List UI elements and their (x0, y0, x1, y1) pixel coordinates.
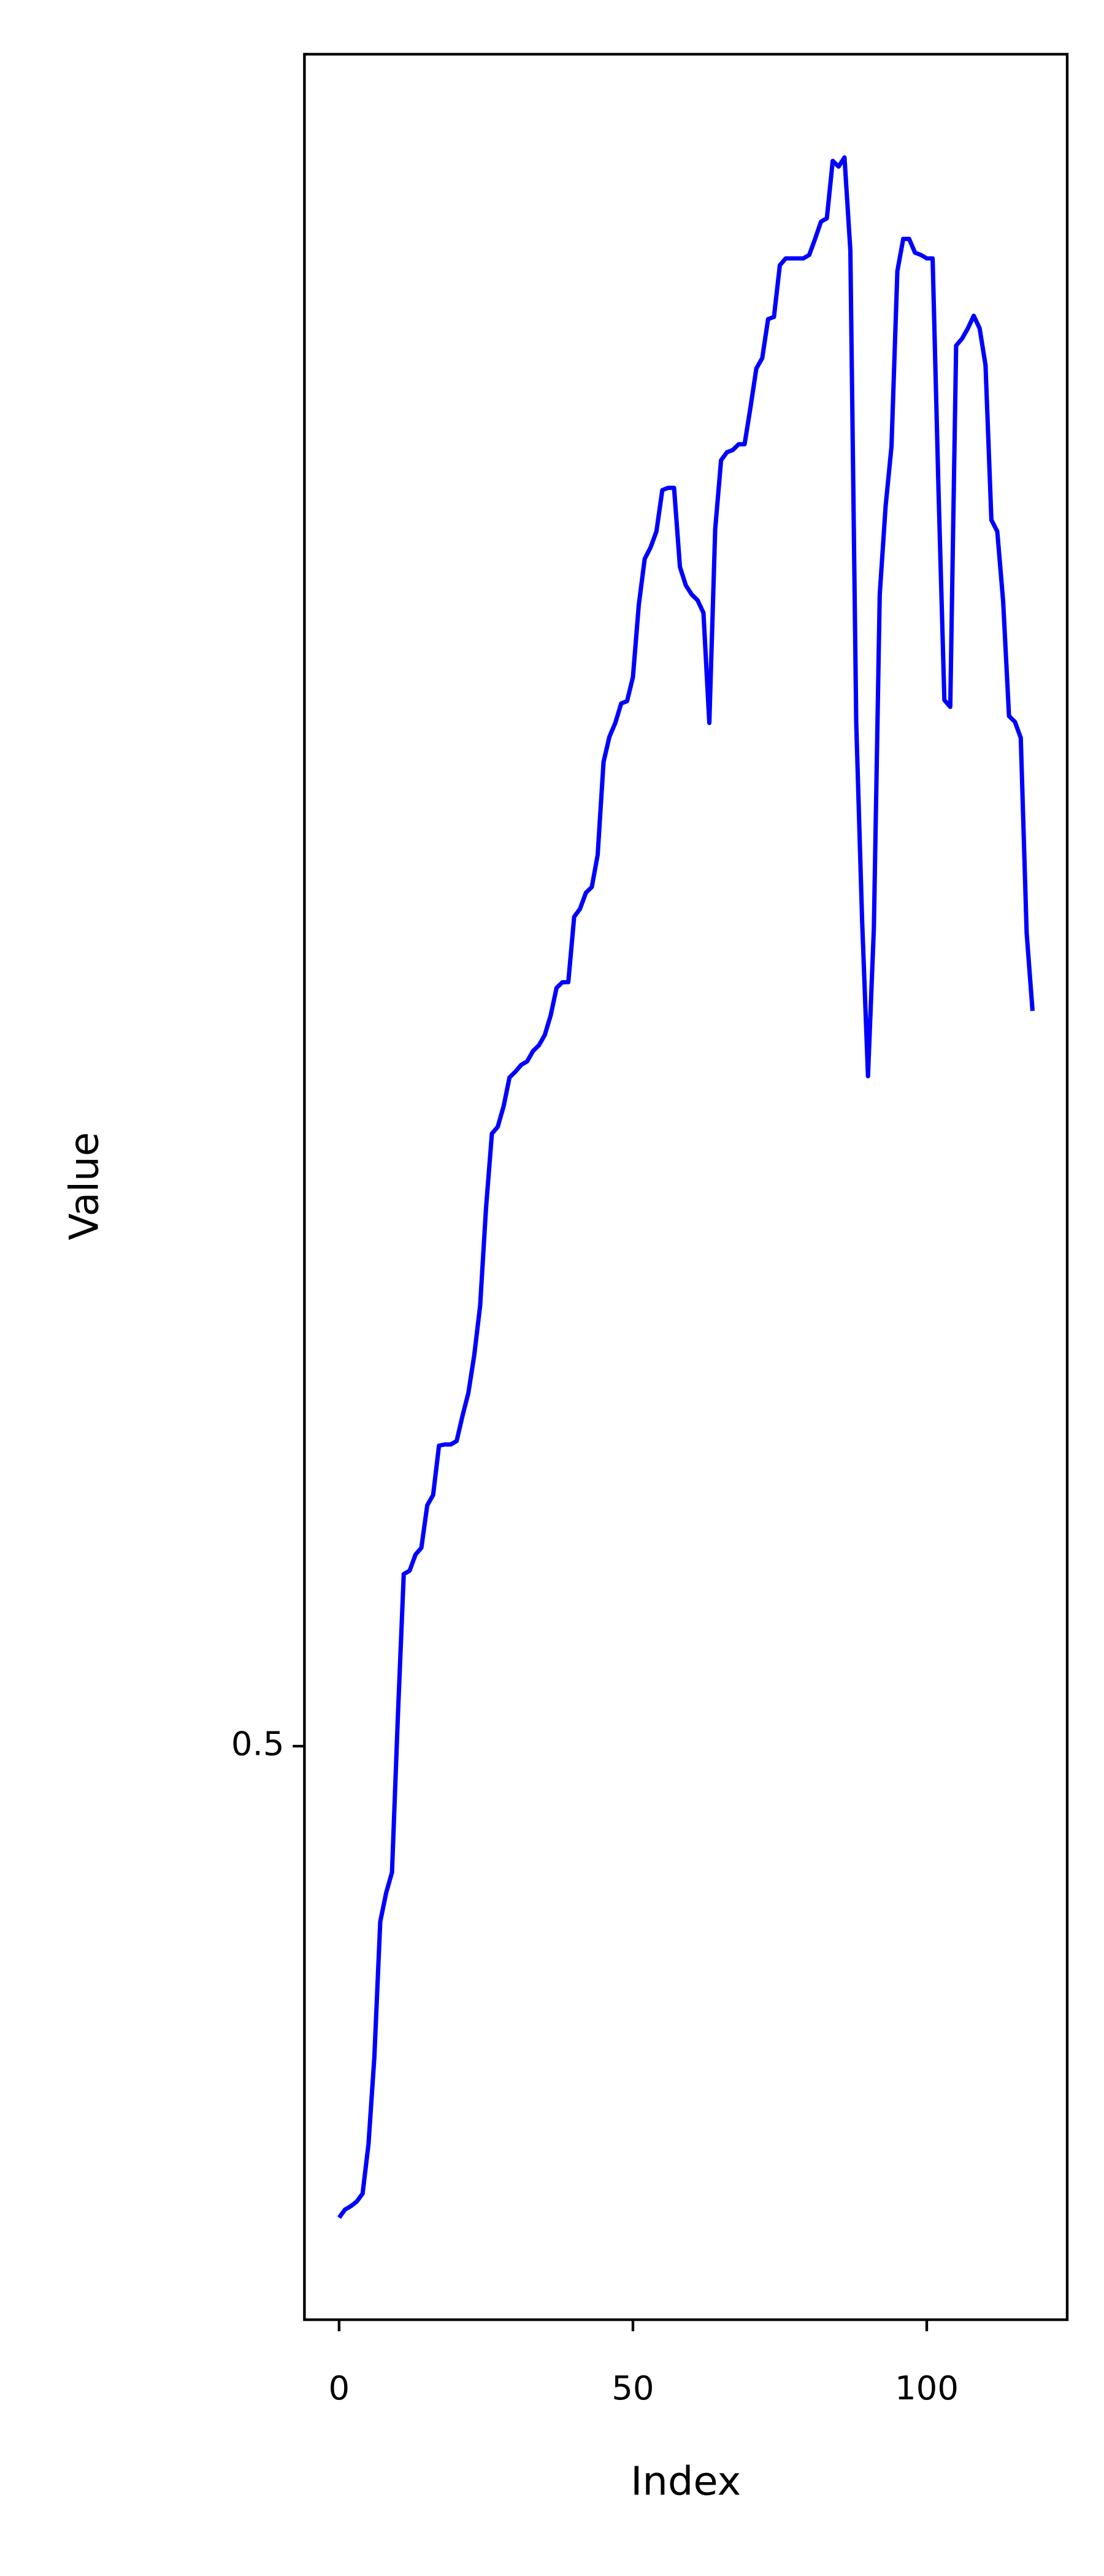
y-axis-label: Value (61, 1132, 108, 1240)
x-axis-label: Index (631, 2459, 741, 2504)
x-tick-label: 100 (895, 2369, 959, 2407)
y-tick-label: 0.5 (231, 1725, 285, 1763)
plot-frame (303, 53, 1069, 2321)
data-line (337, 155, 1035, 2219)
x-tick-label: 0 (329, 2369, 350, 2407)
x-tick-label: 50 (611, 2369, 654, 2407)
